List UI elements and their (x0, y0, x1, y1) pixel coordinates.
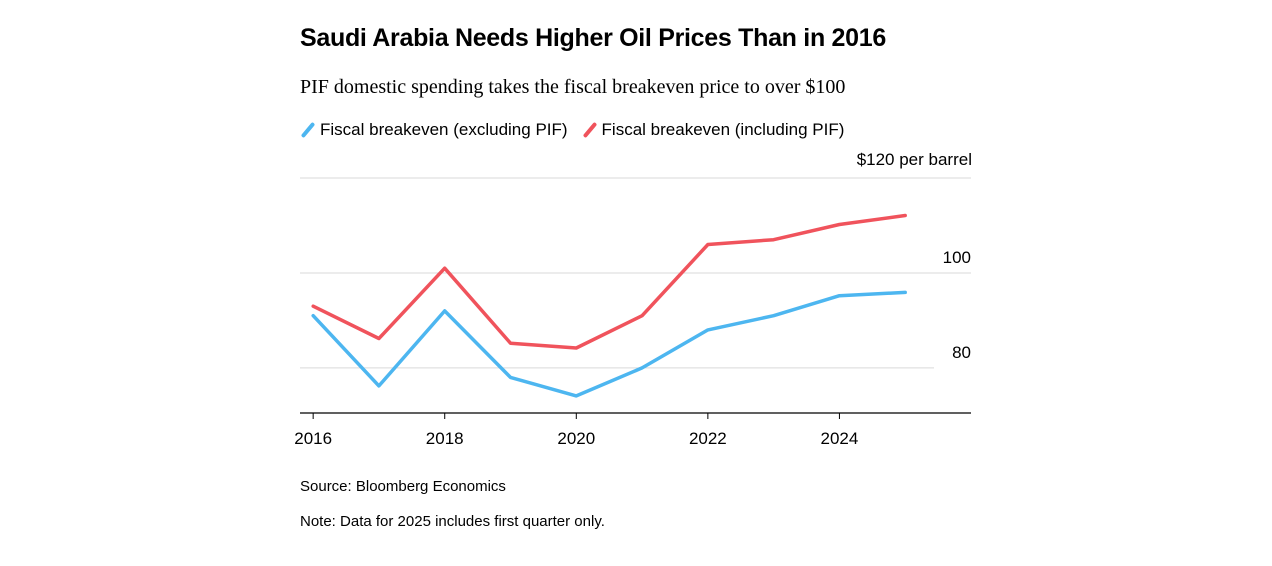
legend-item-excluding-pif: Fiscal breakeven (excluding PIF) (300, 120, 568, 140)
legend: Fiscal breakeven (excluding PIF) Fiscal … (300, 120, 858, 140)
chart-title: Saudi Arabia Needs Higher Oil Prices Tha… (300, 24, 886, 52)
series-line-including-pif (311, 213, 907, 350)
x-tick-label-2022: 2022 (689, 429, 727, 448)
x-tick-label-2016: 2016 (294, 429, 332, 448)
x-tick-label-2018: 2018 (426, 429, 464, 448)
y-tick-label-100: 100 (943, 248, 971, 267)
footnote: Note: Data for 2025 includes first quart… (300, 513, 605, 530)
legend-item-including-pif: Fiscal breakeven (including PIF) (582, 120, 845, 140)
legend-label-including-pif: Fiscal breakeven (including PIF) (601, 120, 845, 139)
x-tick-label-2020: 2020 (557, 429, 595, 448)
x-tick-label-2024: 2024 (821, 429, 859, 448)
series-line-excluding-pif (311, 290, 907, 398)
source-note: Source: Bloomberg Economics (300, 478, 506, 495)
y-axis-unit-label: $120 per barrel (856, 150, 972, 169)
chart-subtitle: PIF domestic spending takes the fiscal b… (300, 76, 846, 98)
y-tick-label-80: 80 (952, 343, 971, 362)
legend-label-excluding-pif: Fiscal breakeven (excluding PIF) (320, 120, 568, 139)
